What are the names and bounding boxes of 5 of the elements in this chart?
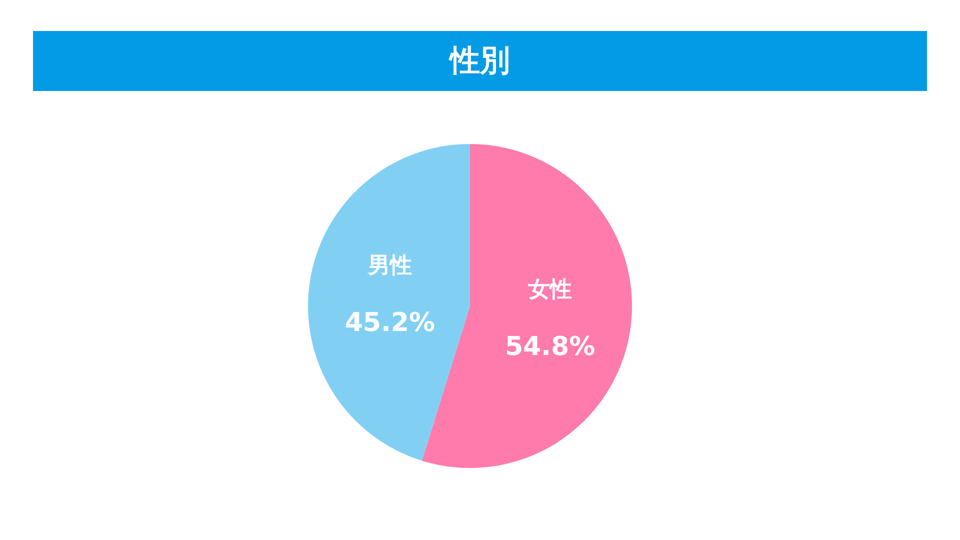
- chart-title: 性別: [448, 44, 510, 78]
- data-label: 54.8%: [504, 332, 596, 362]
- slice-label: 女性: [527, 278, 572, 303]
- data-label: 45.2%: [344, 308, 436, 338]
- slice-label: 男性: [366, 253, 412, 278]
